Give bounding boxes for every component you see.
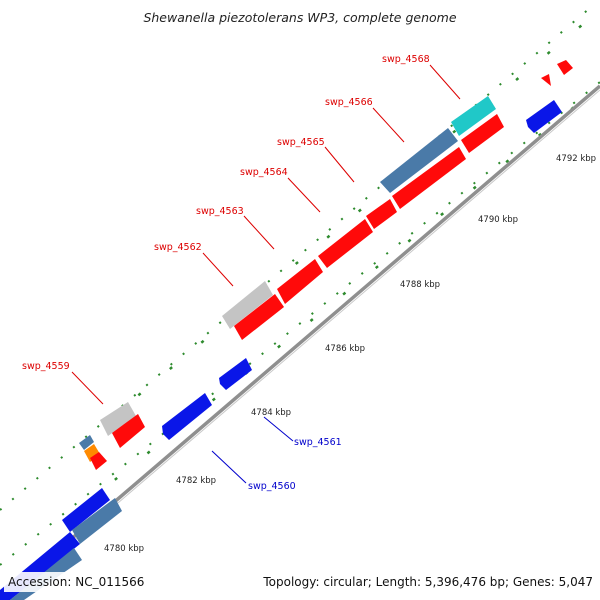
gene-block-forward[interactable]: [90, 452, 107, 470]
forward-strand-genes: [90, 60, 573, 470]
tick-rows: [0, 7, 600, 566]
gene-block-forward[interactable]: [461, 114, 504, 153]
pseudo-genes: [100, 281, 273, 436]
gene-block-forward[interactable]: [234, 294, 284, 340]
gene-block-rna[interactable]: [380, 128, 458, 193]
gene-label-swp-4564[interactable]: swp_4564: [240, 167, 288, 178]
accession-backing: [4, 572, 148, 592]
gene-block-forward[interactable]: [366, 199, 397, 229]
forward-gene-labels: swp_4559 swp_4562 swp_4563 swp_4564 swp_…: [22, 54, 461, 405]
gene-block-reverse[interactable]: [62, 488, 110, 532]
gene-block-forward[interactable]: [277, 259, 323, 304]
scale-label-4784: 4784 kbp: [251, 408, 291, 418]
gene-label-leader: [211, 450, 247, 484]
gene-label-swp-4568[interactable]: swp_4568: [382, 54, 430, 65]
gene-label-swp-4560[interactable]: swp_4560: [248, 481, 296, 492]
gene-label-leader: [202, 252, 234, 287]
gene-label-leader: [372, 107, 405, 143]
gene-block-forward[interactable]: [318, 219, 373, 268]
gene-block-forward[interactable]: [112, 414, 145, 448]
scale-label-4780: 4780 kbp: [104, 544, 144, 554]
gene-block-cyan[interactable]: [451, 96, 496, 136]
gene-label-swp-4562[interactable]: swp_4562: [154, 242, 202, 253]
genome-summary-text: Topology: circular; Length: 5,396,476 bp…: [262, 575, 593, 589]
gene-label-leader: [263, 416, 294, 442]
gene-label-swp-4565[interactable]: swp_4565: [277, 137, 325, 148]
gene-block-rna[interactable]: [72, 498, 122, 544]
gene-label-swp-4561[interactable]: swp_4561: [294, 437, 342, 448]
scale-label-4786: 4786 kbp: [325, 344, 365, 354]
tick-row-inner-1: [0, 81, 600, 566]
gene-block-forward[interactable]: [392, 147, 466, 209]
gene-block-orange[interactable]: [84, 444, 100, 462]
scale-label-4792: 4792 kbp: [556, 154, 596, 164]
footer: Accession: NC_011566 Topology: circular;…: [4, 572, 596, 592]
scale-labels: 4780 kbp 4782 kbp 4784 kbp 4786 kbp 4788…: [104, 154, 596, 554]
gene-label-leader: [287, 177, 321, 213]
gene-block-reverse[interactable]: [162, 393, 212, 440]
gene-label-leader: [429, 64, 461, 100]
tick-row-outer-1: [0, 7, 591, 511]
summary-backing: [256, 572, 596, 592]
gene-block-pseudo[interactable]: [100, 402, 136, 436]
gene-block-reverse[interactable]: [526, 100, 562, 133]
gene-label-leader: [243, 215, 275, 250]
gene-block-forward[interactable]: [557, 60, 573, 75]
scale-label-4782: 4782 kbp: [176, 476, 216, 486]
map-title: Shewanella piezotolerans WP3, complete g…: [143, 10, 456, 25]
gene-label-swp-4566[interactable]: swp_4566: [325, 97, 373, 108]
gene-label-leader: [324, 146, 355, 183]
scale-label-4788: 4788 kbp: [400, 280, 440, 290]
gene-block-pseudo[interactable]: [222, 281, 273, 329]
gene-block-rna[interactable]: [79, 435, 94, 450]
accession-text: Accession: NC_011566: [8, 575, 144, 589]
tick-row-inner-2: [89, 85, 600, 501]
gene-label-swp-4563[interactable]: swp_4563: [196, 206, 244, 217]
gene-block-forward[interactable]: [541, 74, 551, 86]
scale-label-4790: 4790 kbp: [478, 215, 518, 225]
gene-label-leader: [71, 371, 104, 405]
gene-block-reverse[interactable]: [219, 358, 252, 390]
gene-label-swp-4559[interactable]: swp_4559: [22, 361, 70, 372]
reverse-gene-labels: swp_4561 swp_4560: [211, 416, 342, 492]
tick-row-outer-2: [79, 9, 600, 445]
rna-genes: [10, 128, 458, 600]
